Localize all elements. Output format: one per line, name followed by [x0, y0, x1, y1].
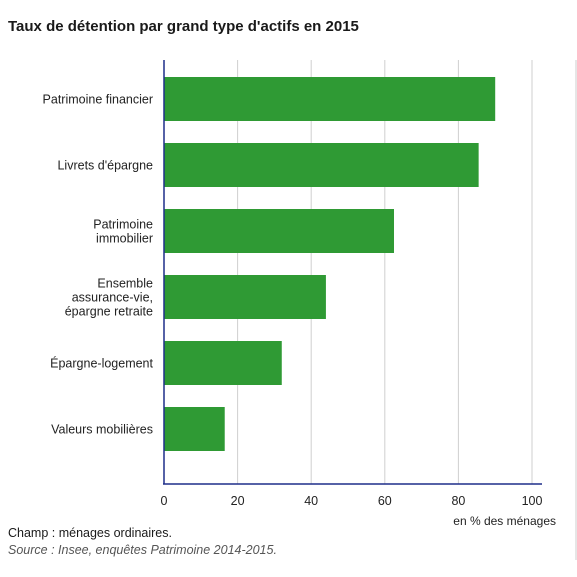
category-label: épargne retraite [65, 305, 153, 319]
chart-title: Taux de détention par grand type d'actif… [8, 18, 359, 35]
category-label: assurance-vie, [72, 291, 153, 305]
axes [163, 60, 542, 485]
category-label: Patrimoine financier [43, 93, 153, 107]
x-tick-label: 80 [451, 494, 465, 508]
category-label: Épargne-logement [50, 356, 153, 371]
bar [164, 341, 282, 385]
x-tick-label: 40 [304, 494, 318, 508]
labels: 0 20 40 60 80 100 Patrimoine financier Livrets … [43, 93, 556, 529]
scope-note: Champ : ménages ordinaires. [8, 526, 172, 540]
x-tick-label: 0 [161, 494, 168, 508]
category-label: Patrimoine [93, 218, 153, 232]
category-label: Livrets d'épargne [57, 159, 153, 173]
source-note: Source : Insee, enquêtes Patrimoine 2014… [8, 543, 277, 557]
category-label: Valeurs mobilières [51, 423, 153, 437]
x-axis-title: en % des ménages [453, 514, 556, 528]
bar [164, 407, 225, 451]
bars [164, 77, 496, 451]
category-label: immobilier [96, 232, 153, 246]
bar [164, 77, 496, 121]
x-tick-label: 60 [378, 494, 392, 508]
bar [164, 275, 326, 319]
category-label: Ensemble [97, 277, 153, 291]
grid-lines [237, 60, 533, 484]
x-tick-label: 100 [522, 494, 543, 508]
frame-edge [575, 60, 577, 560]
x-tick-label: 20 [231, 494, 245, 508]
bar [164, 143, 479, 187]
bar [164, 209, 394, 253]
